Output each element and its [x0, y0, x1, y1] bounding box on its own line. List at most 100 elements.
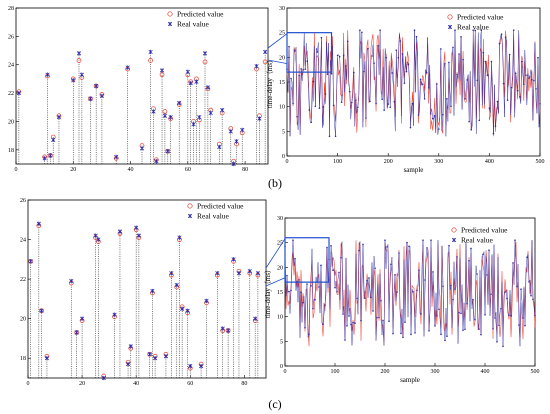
real-point	[231, 161, 236, 167]
real-point	[80, 316, 85, 321]
real-series-point	[404, 321, 406, 323]
real-point	[139, 146, 145, 151]
real-series-point	[407, 63, 410, 66]
real-point	[236, 271, 242, 276]
zoom-box	[284, 237, 330, 283]
real-series-point	[302, 301, 304, 304]
real-series-point	[393, 100, 396, 103]
predicted-point	[159, 72, 165, 78]
y-tick-label: 18	[20, 356, 26, 362]
real-series-point	[358, 249, 360, 252]
real-series-point	[456, 73, 458, 76]
real-series-point	[359, 29, 361, 32]
real-point	[254, 63, 259, 69]
real-series-point	[375, 102, 377, 105]
legend-real-marker	[187, 213, 193, 219]
real-series-point	[537, 56, 539, 59]
real-series-point	[484, 313, 486, 316]
real-series-point	[330, 244, 332, 247]
y-tick-label: 15	[277, 290, 283, 296]
real-point	[96, 237, 101, 242]
real-series-point	[502, 345, 504, 348]
legend-predicted-marker	[187, 203, 193, 209]
real-point	[185, 308, 190, 313]
real-series-point	[424, 279, 426, 281]
x-tick-label: 200	[381, 369, 390, 375]
x-tick-label: 300	[434, 159, 443, 165]
real-series-point	[322, 106, 325, 108]
real-series-point	[310, 121, 313, 124]
real-series-point	[452, 298, 454, 301]
real-point	[71, 78, 76, 83]
panel-label-b: (b)	[268, 176, 282, 190]
real-point	[215, 271, 220, 276]
y-axis-label: time-delay（ms）	[266, 56, 274, 108]
x-tick-label: 100	[333, 159, 342, 165]
real-series-point	[290, 289, 292, 292]
y-tick-label: 22	[8, 91, 14, 97]
real-series-point	[377, 45, 379, 47]
real-series-point	[474, 318, 476, 321]
x-axis-label: sample	[400, 376, 420, 384]
real-point	[112, 312, 117, 317]
real-point	[169, 271, 174, 276]
real-series-point	[298, 278, 300, 281]
real-series-point	[458, 311, 460, 314]
real-series-point	[510, 86, 513, 89]
real-point	[226, 328, 231, 333]
real-series-point	[440, 333, 442, 336]
real-series-point	[348, 90, 351, 93]
legend-predicted-label: Predicted value	[197, 202, 244, 211]
real-series-point	[417, 114, 420, 116]
real-series-point	[518, 324, 520, 326]
y-tick-label: 10	[277, 315, 283, 321]
real-series-point	[302, 69, 304, 71]
real-point	[185, 69, 190, 74]
real-series-point	[366, 279, 368, 282]
real-series-point	[365, 117, 367, 119]
real-series-point	[438, 308, 440, 311]
real-series-point	[494, 125, 497, 127]
real-series-point	[340, 256, 342, 259]
real-series-point	[395, 49, 398, 51]
real-series-point	[308, 333, 310, 335]
x-tick-label: 300	[431, 369, 440, 375]
real-series-point	[320, 264, 322, 267]
real-series-point	[386, 246, 388, 248]
x-tick-label: 0	[284, 369, 287, 375]
real-series-point	[426, 247, 428, 249]
real-series-point	[446, 335, 448, 338]
real-point	[197, 115, 202, 120]
real-point	[125, 361, 131, 367]
real-series-point	[340, 101, 343, 103]
real-series-point	[522, 317, 524, 319]
real-point	[234, 139, 239, 144]
real-point	[168, 115, 173, 120]
legend-predicted-marker	[447, 14, 453, 20]
y-tick-label: 24	[8, 63, 14, 69]
real-series-point	[480, 333, 482, 336]
real-series-point	[534, 314, 536, 317]
real-point	[51, 137, 56, 143]
real-series-point	[529, 76, 531, 78]
real-series-point	[418, 269, 420, 272]
real-series-point	[490, 293, 492, 296]
real-series-point	[394, 274, 396, 276]
real-series-point	[454, 29, 456, 32]
real-series-point	[344, 65, 347, 67]
real-series-point	[428, 329, 430, 332]
real-series-point	[300, 68, 302, 70]
real-series-point	[432, 271, 434, 273]
real-point	[134, 225, 139, 230]
real-series-point	[346, 325, 348, 327]
real-point	[247, 269, 252, 274]
real-series-point	[332, 104, 335, 107]
real-series-point	[397, 56, 400, 59]
real-series-point	[425, 71, 428, 74]
real-point	[257, 116, 262, 121]
real-series-point	[306, 60, 309, 63]
real-series-point	[492, 132, 495, 135]
real-series-point	[514, 239, 516, 241]
y-tick-label: 5	[280, 339, 283, 345]
real-series-point	[416, 289, 418, 292]
